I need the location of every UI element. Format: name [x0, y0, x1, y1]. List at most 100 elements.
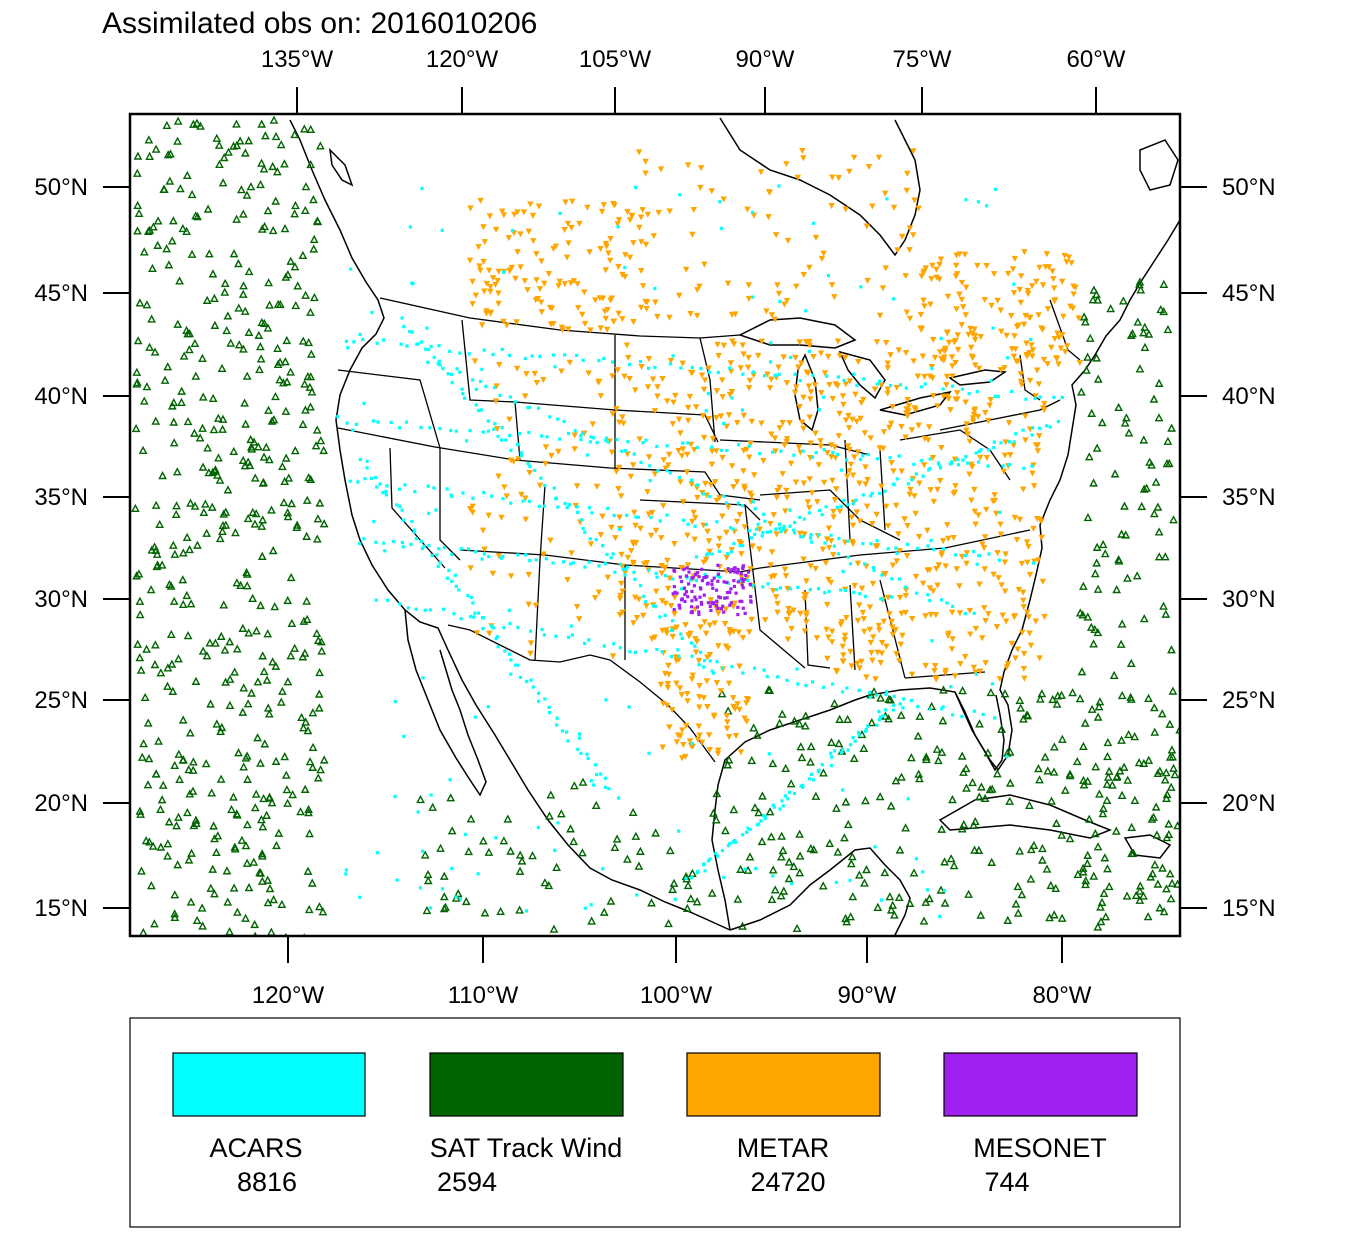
sat-track-wind-marker [246, 442, 256, 451]
metar-marker [715, 643, 722, 650]
sat-track-wind-marker [480, 908, 490, 917]
sat-track-wind-marker [736, 864, 745, 873]
metar-marker [682, 622, 689, 629]
acars-marker [410, 519, 414, 524]
metar-marker [1063, 343, 1071, 350]
acars-marker [518, 431, 522, 436]
sat-track-wind-marker [133, 336, 143, 345]
metar-marker [1013, 358, 1020, 365]
acars-marker [925, 888, 930, 892]
sat-track-wind-marker [750, 803, 760, 812]
acars-marker [454, 429, 459, 433]
acars-marker [414, 607, 418, 611]
acars-marker [395, 878, 399, 882]
acars-marker [857, 733, 861, 737]
acars-marker [740, 503, 745, 508]
sat-track-wind-marker [286, 572, 296, 582]
acars-marker [583, 565, 587, 569]
acars-marker [508, 652, 512, 656]
acars-marker [519, 451, 523, 455]
axis-ticks [103, 87, 1207, 963]
sat-track-wind-marker [265, 300, 274, 309]
sat-track-wind-marker [280, 476, 290, 486]
metar-marker [982, 617, 989, 624]
acars-marker [496, 645, 500, 649]
metar-marker [1029, 353, 1036, 360]
sat-track-wind-marker [314, 703, 324, 712]
metar-marker [763, 308, 770, 315]
acars-marker [499, 556, 503, 560]
acars-marker [963, 612, 967, 616]
acars-marker [1001, 464, 1005, 468]
sat-track-wind-marker [319, 519, 329, 528]
acars-marker [960, 387, 965, 391]
metar-marker [637, 525, 644, 532]
metar-marker [636, 224, 643, 231]
metar-marker [855, 359, 862, 366]
sat-track-wind-marker [239, 281, 248, 290]
metar-marker [615, 217, 623, 224]
sat-track-wind-marker [957, 751, 967, 760]
metar-marker [844, 443, 852, 450]
sat-track-wind-marker [139, 247, 149, 256]
acars-marker [974, 672, 978, 676]
sat-track-wind-marker [290, 262, 300, 271]
sat-track-wind-marker [144, 754, 154, 763]
acars-marker [997, 558, 1001, 562]
sat-track-wind-marker [204, 249, 214, 258]
sat-track-wind-marker [265, 792, 274, 801]
acars-marker [587, 506, 592, 510]
metar-marker [1001, 588, 1009, 595]
metar-marker [700, 386, 708, 393]
acars-marker [1029, 337, 1033, 341]
acars-marker [530, 354, 534, 358]
sat-track-wind-marker [233, 907, 242, 916]
acars-marker [371, 419, 376, 423]
acars-marker [839, 588, 843, 592]
mesonet-marker [672, 608, 676, 612]
metar-marker [495, 290, 502, 297]
metar-marker [963, 427, 970, 434]
metar-marker [613, 468, 620, 475]
sat-track-wind-marker [167, 236, 177, 245]
metar-marker [905, 408, 912, 415]
sat-track-wind-marker [218, 178, 228, 187]
acars-marker [830, 682, 835, 686]
sat-track-wind-marker [286, 256, 296, 265]
sat-track-wind-marker [1135, 895, 1145, 904]
acars-marker [597, 359, 601, 363]
metar-marker [803, 578, 810, 585]
metar-marker [617, 493, 625, 500]
metar-marker [1016, 516, 1024, 523]
acars-marker [871, 566, 876, 570]
metar-marker [671, 541, 678, 548]
metar-marker [576, 616, 583, 623]
metar-marker [473, 630, 481, 637]
metar-marker [487, 284, 494, 291]
metar-marker [1022, 437, 1029, 444]
metar-marker [694, 736, 701, 743]
metar-marker [896, 594, 904, 601]
metar-marker [826, 381, 833, 388]
sat-track-wind-marker [1079, 741, 1088, 751]
sat-track-wind-marker [201, 759, 211, 768]
right-lat-label: 15°N [1222, 895, 1276, 922]
sat-track-wind-marker [1093, 584, 1103, 593]
sat-track-wind-marker [144, 135, 154, 144]
sat-track-wind-marker [256, 758, 265, 767]
metar-marker [493, 383, 500, 390]
mesonet-marker [671, 592, 675, 596]
acars-marker [785, 678, 789, 682]
acars-marker [419, 539, 423, 543]
sat-track-wind-marker [166, 581, 176, 590]
metar-marker [862, 481, 869, 488]
sat-track-wind-marker [173, 319, 183, 328]
sat-track-wind-marker [1162, 833, 1172, 842]
acars-marker [765, 530, 770, 534]
metar-marker [849, 416, 856, 423]
metar-marker [802, 339, 810, 346]
metar-marker [686, 738, 694, 745]
acars-marker [799, 535, 803, 539]
metar-marker [828, 454, 835, 461]
sat-track-wind-marker [784, 857, 794, 866]
